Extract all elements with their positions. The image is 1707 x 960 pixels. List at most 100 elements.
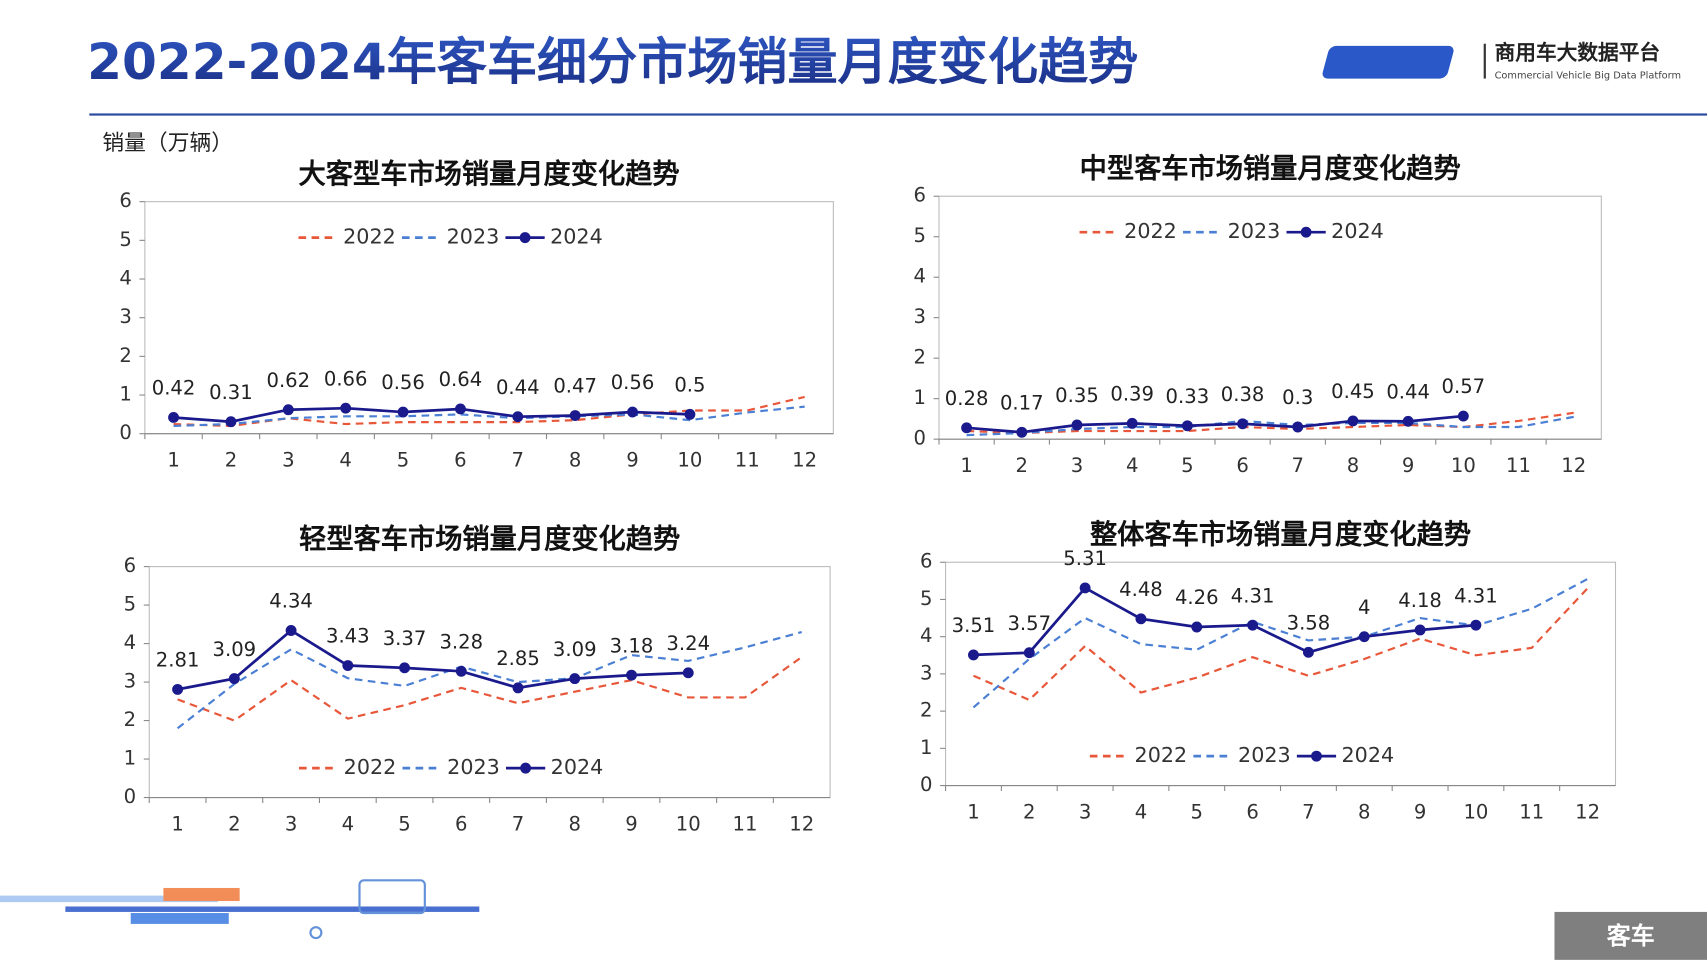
legend-label: 2024	[1342, 743, 1395, 767]
data-point	[454, 403, 466, 415]
data-point	[968, 649, 979, 661]
x-tick-label: 5	[1181, 454, 1193, 477]
data-point	[684, 408, 696, 420]
data-point	[1302, 646, 1314, 658]
data-label: 0.56	[611, 371, 655, 394]
y-tick-label: 5	[124, 593, 136, 616]
data-label: 3.24	[666, 632, 710, 655]
data-point	[455, 665, 467, 677]
series-line	[173, 406, 690, 424]
x-tick-label: 11	[735, 448, 760, 471]
data-point	[1126, 417, 1138, 429]
x-tick-label: 6	[1236, 454, 1248, 477]
data-point	[512, 682, 524, 694]
data-label: 3.43	[326, 625, 370, 648]
data-label: 0.35	[1055, 384, 1099, 407]
legend-label: 2022	[1135, 743, 1188, 767]
data-label: 5.31	[1063, 547, 1107, 570]
data-label: 0.31	[209, 381, 253, 404]
data-point	[1470, 619, 1482, 631]
data-point	[1247, 619, 1259, 631]
data-point	[1358, 631, 1370, 643]
data-label: 0.66	[324, 367, 368, 390]
data-point	[225, 416, 237, 428]
x-tick-label: 12	[792, 448, 817, 471]
data-point	[1023, 647, 1035, 659]
data-label: 0.33	[1166, 385, 1210, 408]
data-label: 0.56	[381, 371, 425, 394]
y-tick-label: 6	[920, 550, 932, 573]
data-point	[1016, 426, 1028, 438]
data-label: 0.44	[496, 376, 540, 399]
data-point	[627, 406, 638, 418]
series-line	[973, 586, 1477, 657]
x-tick-label: 7	[1302, 800, 1314, 823]
data-point	[172, 683, 184, 695]
data-point	[512, 411, 524, 423]
x-tick-label: 7	[1292, 454, 1304, 477]
x-tick-label: 2	[228, 812, 240, 835]
y-tick-label: 0	[124, 785, 136, 808]
y-tick-label: 0	[913, 427, 925, 450]
data-point	[1079, 582, 1091, 594]
data-label: 2.81	[156, 649, 200, 672]
x-tick-label: 6	[1246, 800, 1258, 823]
y-tick-label: 1	[913, 386, 925, 409]
legend-dot	[1311, 750, 1322, 762]
data-point	[1402, 415, 1414, 427]
x-tick-label: 12	[1575, 800, 1600, 823]
y-tick-label: 0	[119, 421, 131, 444]
logo-name: 商用车大数据平台	[1495, 41, 1661, 65]
y-tick-label: 6	[913, 184, 925, 207]
data-label: 3.09	[213, 638, 257, 661]
y-tick-label: 5	[119, 228, 131, 251]
truck-decoration	[0, 879, 480, 940]
data-point	[399, 662, 411, 674]
x-tick-label: 9	[626, 448, 638, 471]
data-point	[682, 667, 694, 679]
y-tick-label: 0	[920, 773, 932, 796]
x-tick-label: 10	[676, 812, 701, 835]
series-line	[973, 587, 1589, 702]
data-point	[569, 410, 581, 421]
x-tick-label: 12	[1561, 454, 1586, 477]
legend-label: 2023	[447, 225, 500, 249]
series-line	[177, 656, 803, 722]
x-tick-label: 5	[398, 812, 410, 835]
data-label: 0.17	[1000, 391, 1044, 414]
x-tick-label: 4	[342, 812, 354, 835]
chart-title: 轻型客车市场销量月度变化趋势	[299, 523, 680, 555]
x-tick-label: 4	[1135, 800, 1147, 823]
series-line	[966, 415, 1574, 437]
legend-label: 2023	[1238, 743, 1291, 767]
y-tick-label: 6	[124, 554, 136, 577]
data-point	[397, 406, 409, 418]
data-label: 4.34	[269, 590, 313, 613]
x-tick-label: 2	[1016, 454, 1028, 477]
logo-mark	[1322, 43, 1486, 79]
footer-label: 客车	[1607, 922, 1655, 950]
x-tick-label: 11	[1506, 454, 1531, 477]
header-rule	[89, 113, 1707, 116]
y-tick-label: 4	[119, 267, 131, 290]
x-tick-label: 1	[171, 812, 183, 835]
chart-title: 整体客车市场销量月度变化趋势	[1090, 519, 1471, 551]
data-label: 0.62	[266, 369, 310, 392]
data-point	[569, 673, 581, 685]
x-tick-label: 3	[1071, 454, 1083, 477]
series-line	[176, 630, 802, 730]
x-tick-label: 9	[1414, 800, 1426, 823]
x-tick-label: 8	[569, 812, 581, 835]
data-point	[961, 422, 973, 434]
data-label: 4.48	[1119, 578, 1163, 601]
y-tick-label: 6	[119, 189, 131, 212]
y-tick-label: 1	[119, 383, 131, 406]
y-tick-label: 3	[913, 305, 925, 328]
data-label: 3.18	[610, 634, 654, 657]
x-tick-label: 10	[1463, 800, 1488, 823]
x-tick-label: 4	[339, 448, 351, 471]
series-line	[972, 578, 1589, 709]
legend-label: 2022	[1124, 219, 1177, 243]
legend-label: 2024	[1331, 219, 1384, 243]
